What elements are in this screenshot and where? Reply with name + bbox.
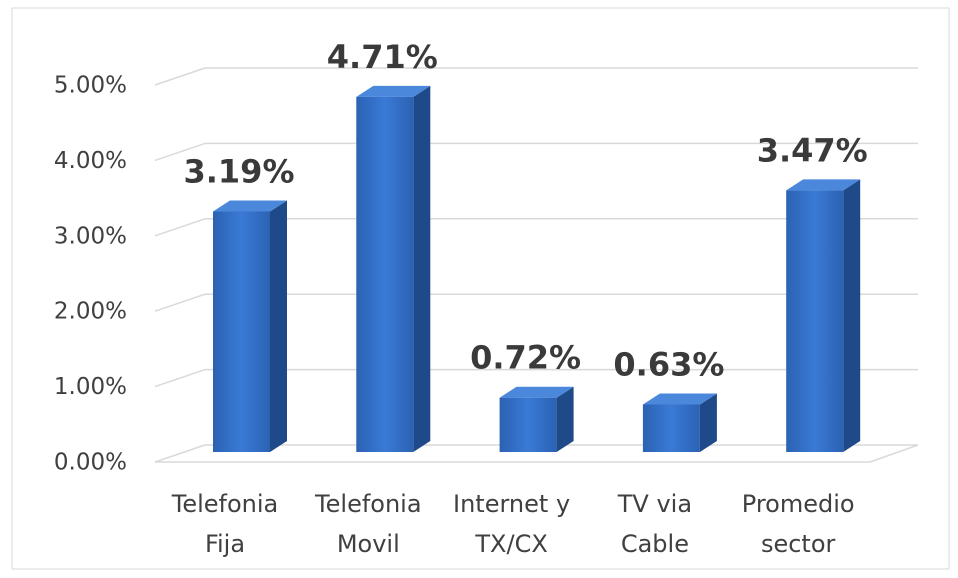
bar (499, 397, 557, 452)
floor-edge (155, 444, 919, 463)
x-tick-label: Telefonia (171, 490, 279, 518)
data-label: 3.47% (757, 131, 868, 169)
grid-line-side (154, 142, 206, 162)
bar (356, 96, 414, 452)
bar-top (356, 85, 431, 97)
data-label: 0.63% (613, 345, 724, 383)
x-tick-label: sector (761, 530, 836, 558)
x-tick-label: TV via (617, 490, 692, 518)
x-tick-label: Fija (205, 530, 245, 558)
bar-side (413, 85, 431, 452)
y-tick-label: 3.00% (54, 223, 127, 249)
x-tick-label: Promedio (742, 490, 855, 518)
bar (642, 404, 700, 452)
bar-top (786, 179, 861, 191)
grid-line-side (154, 67, 206, 86)
bar-side (270, 200, 287, 452)
grid-line-side (154, 368, 206, 388)
bar-top (213, 200, 287, 212)
bar-side (556, 386, 574, 452)
x-tick-label: Cable (621, 530, 689, 558)
bar (786, 190, 844, 452)
bar-top (499, 386, 574, 398)
x-tick-label: Telefonia (314, 490, 422, 518)
x-tick-label: Movil (337, 530, 400, 558)
bar-side (843, 179, 861, 452)
bar-top (642, 393, 717, 405)
bar (213, 211, 270, 452)
data-label: 0.72% (470, 339, 581, 377)
y-tick-label: 4.00% (54, 148, 127, 174)
x-tick-label: Internet y (453, 490, 570, 518)
data-label: 4.71% (327, 38, 438, 76)
y-tick-label: 0.00% (54, 450, 127, 476)
grid-line-side (154, 218, 206, 237)
y-tick-label: 2.00% (54, 299, 127, 325)
y-tick-label: 1.00% (54, 374, 127, 400)
data-label: 3.19% (183, 152, 294, 190)
y-tick-label: 5.00% (54, 73, 127, 99)
x-tick-label: TX/CX (474, 530, 547, 558)
grid-line-side (154, 444, 206, 463)
bar-side (699, 393, 717, 452)
grid-line-side (154, 293, 206, 312)
